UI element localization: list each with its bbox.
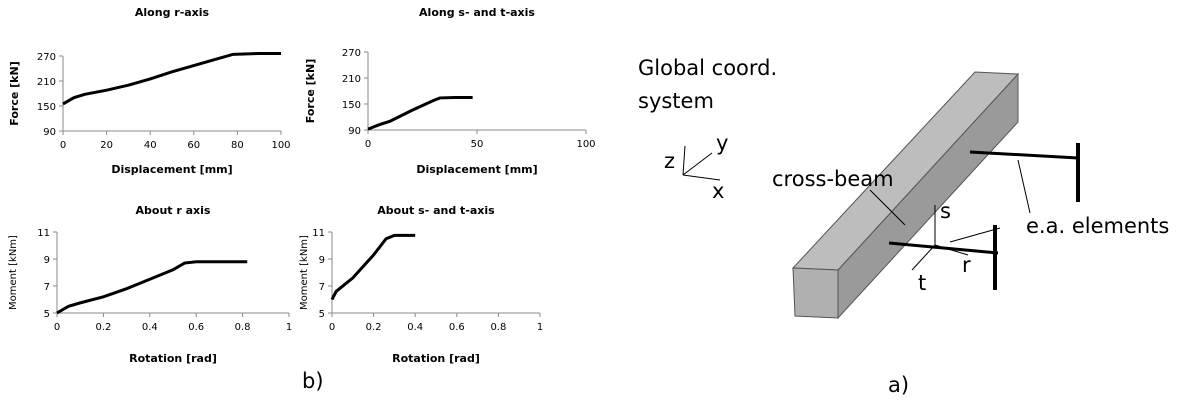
leader [869, 189, 906, 226]
chart-title: About r axis [136, 204, 211, 217]
x-tick-label: 0.8 [490, 322, 506, 333]
y-tick-label: 7 [319, 282, 325, 293]
beam-end [792, 267, 839, 319]
y-axis-label: Force [kN] [8, 61, 21, 125]
x-tick-label: 0 [60, 140, 66, 151]
diagram: Global coord. system z y x cross-beam e.… [638, 56, 1169, 397]
label: z [664, 149, 675, 173]
chart-title: Along s- and t-axis [419, 6, 535, 19]
x-tick-label: 0 [365, 139, 371, 150]
x-tick-label: 1 [286, 322, 292, 333]
y-tick-label: 7 [44, 282, 50, 293]
y-tick-label: 9 [319, 255, 325, 266]
y-tick-label: 150 [37, 102, 56, 113]
label: system [638, 89, 714, 113]
x-tick-label: 40 [144, 140, 157, 151]
x-tick-label: 50 [471, 139, 484, 150]
y-axis-label: Moment [kNm] [299, 235, 310, 310]
x-tick-label: 0 [329, 322, 335, 333]
y-tick-label: 270 [342, 48, 361, 59]
y-tick-label: 90 [348, 126, 361, 137]
x-tick-label: 0.6 [188, 322, 204, 333]
x-tick-label: 0.6 [449, 322, 465, 333]
axis-r [934, 244, 969, 256]
y-tick-label: 11 [37, 228, 50, 239]
x-axis-label: Displacement [mm] [416, 163, 537, 176]
y-tick-label: 150 [342, 100, 361, 111]
leader [1017, 159, 1031, 214]
y-tick-label: 11 [312, 228, 325, 239]
label: t [918, 271, 926, 295]
y-axis-label: Force [kN] [304, 59, 317, 123]
data-line [367, 96, 473, 131]
y-tick-label: 5 [319, 309, 325, 320]
x-tick-label: 0 [54, 322, 60, 333]
x-tick-label: 0.4 [142, 322, 158, 333]
label: cross-beam [772, 167, 894, 191]
x-tick-label: 60 [187, 140, 200, 151]
y-tick-label: 9 [44, 255, 50, 266]
x-tick-label: 1 [537, 322, 543, 333]
element [969, 150, 1079, 160]
label: x [712, 179, 724, 203]
x-tick-label: 100 [271, 140, 290, 151]
axis-y [682, 152, 713, 176]
y-tick-label: 210 [37, 77, 56, 88]
y-tick-label: 270 [37, 52, 56, 63]
x-tick-label: 20 [100, 140, 113, 151]
chart-title: Along r-axis [135, 6, 210, 19]
leader [949, 227, 1001, 243]
x-axis-label: Rotation [rad] [129, 352, 217, 365]
y-tick-label: 90 [43, 127, 56, 138]
data-line [62, 52, 281, 106]
panel-label: b) [302, 369, 324, 393]
x-tick-label: 0.4 [407, 322, 423, 333]
y-axis-label: Moment [kNm] [8, 235, 19, 310]
axis-t [911, 244, 936, 271]
label: e.a. elements [1026, 214, 1169, 238]
x-tick-label: 80 [231, 140, 244, 151]
label: r [962, 253, 971, 277]
x-tick-label: 0.8 [235, 322, 251, 333]
label: s [940, 199, 951, 223]
axis-z [682, 145, 686, 176]
x-tick-label: 0.2 [95, 322, 111, 333]
x-axis-label: Displacement [mm] [111, 163, 232, 176]
data-line [330, 233, 416, 301]
label: y [716, 131, 728, 155]
x-axis-label: Rotation [rad] [392, 352, 480, 365]
chart-title: About s- and t-axis [377, 204, 495, 217]
data-line [56, 260, 248, 315]
axis-x [682, 174, 721, 181]
label: Global coord. [638, 56, 777, 80]
x-tick-label: 100 [576, 139, 595, 150]
x-tick-label: 0.2 [366, 322, 382, 333]
panel-label: a) [888, 373, 909, 397]
y-tick-label: 5 [44, 309, 50, 320]
y-tick-label: 210 [342, 74, 361, 85]
